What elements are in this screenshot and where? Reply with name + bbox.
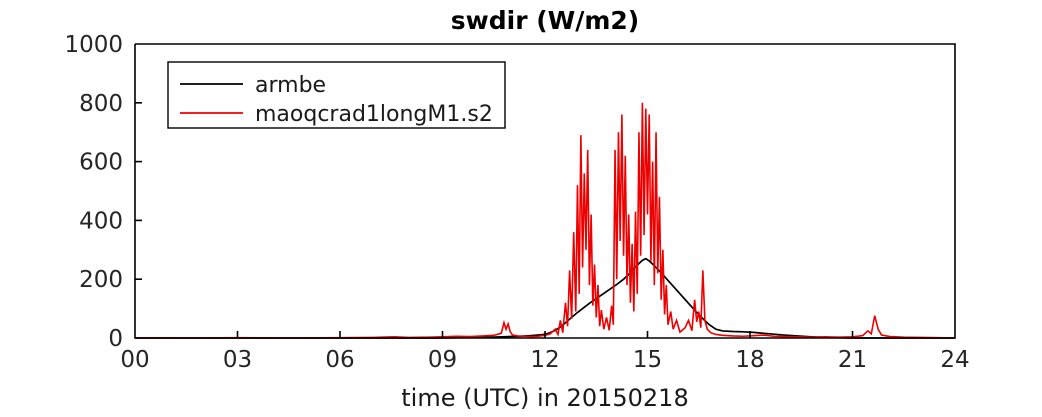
x-tick-label: 03	[223, 347, 252, 373]
legend-label-maoqcrad1longm1-s2: maoqcrad1longM1.s2	[255, 102, 493, 127]
legend-entry-armbe[interactable]: armbe	[180, 73, 326, 98]
axis-frame	[134, 43, 956, 339]
y-tick-label: 400	[79, 208, 123, 234]
legend-background	[167, 61, 506, 129]
y-tick-label: 800	[79, 91, 123, 117]
x-tick-label: 21	[838, 347, 867, 373]
chart-legend[interactable]: armbe maoqcrad1longM1.s2	[167, 61, 506, 129]
x-axis-ticks: 00 03 06 09 12 15 18 21 24	[120, 331, 970, 373]
chart-title: swdir (W/m2)	[451, 6, 639, 35]
x-tick-label: 15	[633, 347, 662, 373]
legend-entry-maoqcrad1longm1-s2[interactable]: maoqcrad1longM1.s2	[180, 102, 493, 127]
x-axis-label: time (UTC) in 20150218	[401, 384, 688, 412]
x-tick-label: 09	[428, 347, 457, 373]
series-line-maoqcrad1longm1-s2	[135, 102, 956, 339]
y-tick-label: 200	[79, 267, 123, 293]
x-tick-label: 06	[325, 347, 354, 373]
x-tick-label: 24	[940, 347, 969, 373]
x-tick-label: 12	[530, 347, 559, 373]
y-tick-label: 0	[108, 326, 123, 352]
y-tick-label: 1000	[64, 32, 123, 58]
x-tick-label: 18	[735, 347, 764, 373]
x-tick-label: 00	[120, 347, 149, 373]
y-tick-label: 600	[79, 150, 123, 176]
y-axis-ticks: 0 200 400 600 800 1000	[64, 32, 142, 352]
legend-label-armbe: armbe	[255, 73, 326, 98]
